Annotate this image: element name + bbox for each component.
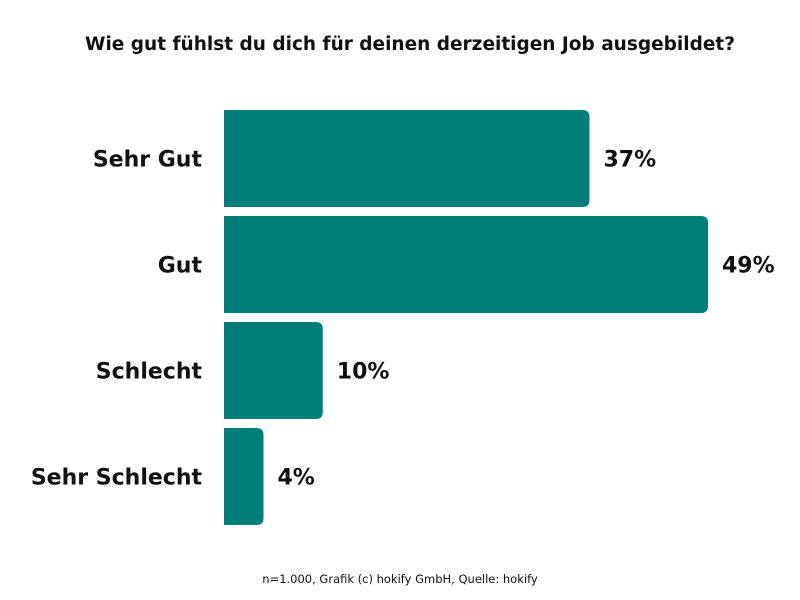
value-label: 37% [603, 148, 656, 173]
category-label: Sehr Gut [93, 148, 203, 173]
value-label: 4% [278, 466, 315, 491]
bar-sehr-gut [224, 110, 590, 207]
bar-sehr-schlecht [224, 428, 264, 525]
bar-schlecht [224, 322, 323, 419]
value-label: 49% [722, 254, 775, 279]
category-label: Gut [158, 254, 203, 279]
category-label: Schlecht [96, 360, 203, 385]
bar-gut [224, 216, 708, 313]
category-label: Sehr Schlecht [31, 466, 203, 491]
chart-title: Wie gut fühlst du dich für deinen derzei… [85, 34, 735, 55]
value-label: 10% [337, 360, 390, 385]
chart-footnote: n=1.000, Grafik (c) hokify GmbH, Quelle:… [262, 572, 538, 586]
